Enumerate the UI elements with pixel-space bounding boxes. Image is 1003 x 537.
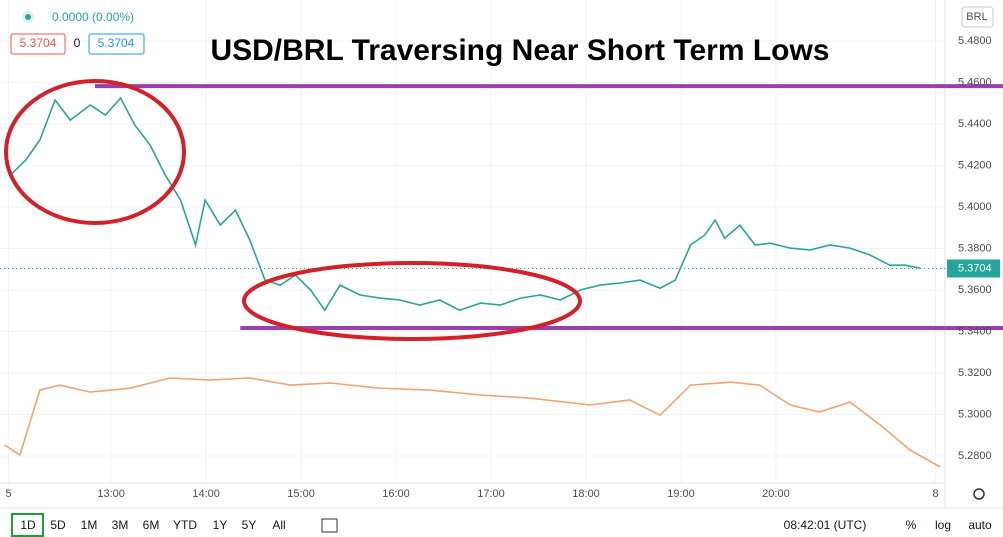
x-tick-label: 5: [5, 488, 11, 500]
chart-title: USD/BRL Traversing Near Short Term Lows: [210, 34, 829, 67]
bid-box: [10, 33, 66, 55]
currency-text: BRL: [966, 11, 987, 23]
y-tick-label: 5.2800: [958, 450, 992, 462]
x-tick-label: 19:00: [667, 488, 695, 500]
spread-text: 0: [74, 36, 81, 50]
range-button[interactable]: 3M: [112, 518, 129, 532]
price-line: [4, 377, 941, 468]
clock: 08:42:01 (UTC): [784, 518, 867, 532]
date-range-icon[interactable]: [321, 518, 338, 533]
active-range-box: [11, 513, 44, 537]
range-button[interactable]: 1D: [20, 518, 36, 532]
x-tick-label: 15:00: [287, 488, 315, 500]
y-tick-label: 5.3200: [958, 367, 992, 379]
grid: [0, 0, 945, 483]
highlight-ellipse: [4, 79, 186, 225]
x-tick-label: 17:00: [477, 488, 505, 500]
y-tick-label: 5.3400: [958, 325, 992, 337]
toolbar: 1D 5D 1M 3M 6M YTD 1Y 5Y All 08:42:01 (UTC)% log au…: [20, 518, 992, 532]
scale-option[interactable]: log: [935, 518, 951, 532]
x-tick-label: 13:00: [97, 488, 125, 500]
last-price-box: [947, 259, 1000, 278]
ask-text: 5.3704: [98, 36, 135, 50]
x-tick-label: 14:00: [192, 488, 220, 500]
range-button[interactable]: All: [272, 518, 285, 532]
scale-option[interactable]: %: [906, 518, 917, 532]
x-tick-label: 18:00: [572, 488, 600, 500]
range-button[interactable]: 1Y: [213, 518, 228, 532]
range-button[interactable]: YTD: [173, 518, 197, 532]
range-button[interactable]: 1M: [81, 518, 98, 532]
last-price-label: 5.3704: [958, 262, 992, 274]
marks: 5.3704: [0, 84, 1003, 468]
range-button[interactable]: 5Y: [242, 518, 257, 532]
y-tick-label: 5.4800: [958, 35, 992, 47]
change-text: 0.0000 (0.00%): [52, 10, 134, 24]
y-tick-label: 5.3600: [958, 284, 992, 296]
y-tick-label: 5.3000: [958, 408, 992, 420]
y-tick-label: 5.3800: [958, 242, 992, 254]
ask-box: [88, 33, 145, 55]
y-tick-label: 5.4600: [958, 76, 992, 88]
settings-icon[interactable]: [973, 488, 985, 500]
range-button[interactable]: 5D: [50, 518, 66, 532]
y-tick-label: 5.4200: [958, 159, 992, 171]
y-tick-label: 5.4400: [958, 118, 992, 130]
x-tick-label: 8: [932, 488, 938, 500]
status-dot: [25, 14, 31, 20]
y-tick-label: 5.4000: [958, 201, 992, 213]
currency-box: [961, 6, 994, 28]
bid-text: 5.3704: [20, 36, 57, 50]
x-tick-label: 16:00: [382, 488, 410, 500]
highlight-ellipse: [242, 261, 582, 341]
x-tick-label: 20:00: [762, 488, 790, 500]
range-button[interactable]: 6M: [143, 518, 160, 532]
price-line: [9, 96, 921, 312]
scale-option[interactable]: auto: [968, 518, 992, 532]
